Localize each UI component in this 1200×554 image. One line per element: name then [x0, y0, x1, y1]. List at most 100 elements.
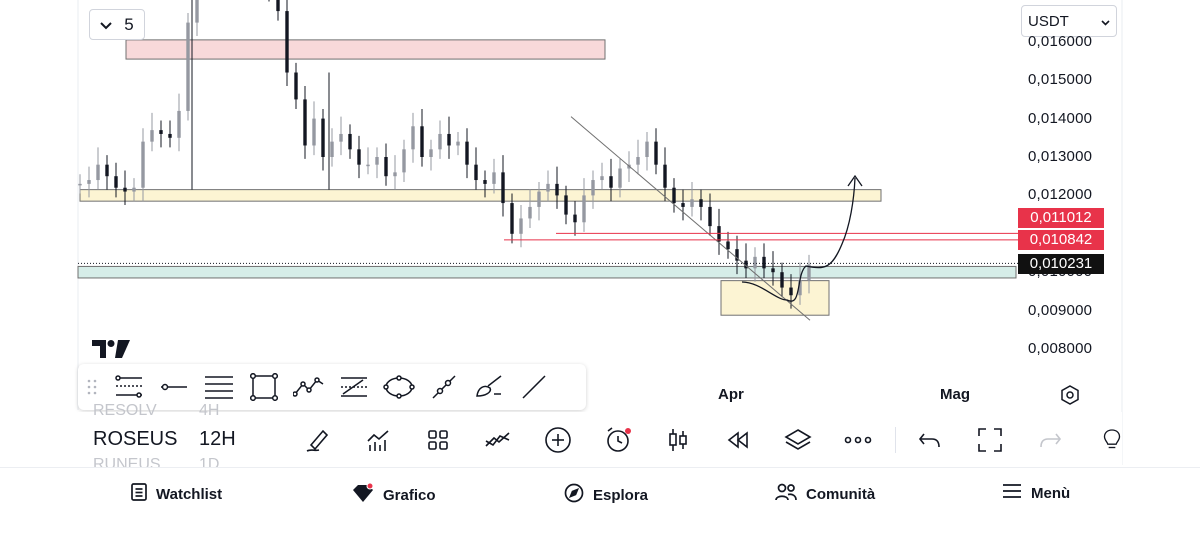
drawing-tools-icon[interactable] [303, 425, 333, 455]
candle-body [555, 183, 559, 196]
alert-clock-icon[interactable] [603, 425, 633, 455]
symbol-name[interactable]: ROSEUS [93, 428, 178, 450]
candle-body [753, 256, 757, 269]
candle-body [600, 176, 604, 181]
compass-icon [564, 483, 584, 507]
nav-watchlist[interactable]: Watchlist [131, 483, 222, 505]
nav-explore-label: Esplora [593, 486, 649, 504]
candle-body [384, 157, 388, 177]
candle-body [78, 183, 82, 186]
support-zone [79, 189, 882, 202]
candle-body [735, 249, 739, 261]
candle-body [708, 206, 712, 227]
trend-angle-icon[interactable] [421, 364, 466, 410]
candle-body [150, 130, 154, 142]
fib-retracement-icon[interactable] [106, 364, 151, 410]
brush-icon[interactable] [466, 364, 511, 410]
undo-icon[interactable] [915, 425, 945, 455]
y-tick-label: 0,016000 [1028, 32, 1093, 50]
candle-body [420, 126, 424, 157]
indicators-icon[interactable] [363, 425, 393, 455]
watchlist-icon [131, 483, 147, 505]
candle-body [177, 110, 181, 138]
trend-line-icon[interactable] [511, 364, 556, 410]
tradingview-logo [92, 340, 130, 363]
candle-body [357, 149, 361, 165]
candle-body [780, 272, 784, 288]
candle-body [528, 206, 532, 219]
candle-style-icon[interactable] [663, 425, 693, 455]
lightbulb-icon[interactable] [1102, 425, 1122, 455]
candle-body [330, 141, 334, 157]
candle-body [447, 133, 451, 146]
interval-label[interactable]: 12H [199, 428, 236, 450]
candle-body [492, 172, 496, 184]
candle-body [429, 149, 433, 157]
x-tick-mag: Mag [940, 386, 970, 403]
candle-body [726, 241, 730, 250]
candle-body [186, 22, 190, 111]
y-tick-label: 0,013000 [1028, 148, 1093, 165]
nav-watchlist-label: Watchlist [156, 485, 223, 503]
rectangle-icon[interactable] [241, 364, 286, 410]
candle-body [789, 287, 793, 296]
candle-body [519, 218, 523, 234]
redo-icon[interactable] [1035, 425, 1065, 455]
chevron-down-icon [1101, 13, 1110, 30]
candle-body [141, 141, 145, 188]
price-tag-level-1: 0,011012 [1018, 208, 1104, 228]
candle-body [312, 118, 316, 146]
candle-body [123, 187, 127, 192]
candle-body [159, 130, 163, 134]
candle-body [285, 11, 289, 73]
candle-body [303, 99, 307, 146]
candle-body [339, 133, 343, 142]
interval-selector-button[interactable]: 5 [89, 9, 145, 40]
bottom-navigation: Watchlist Grafico Esplora Comunità Menù [0, 467, 1200, 554]
projection-path [741, 177, 856, 302]
candle-body [609, 176, 613, 188]
path-icon[interactable] [286, 364, 331, 410]
interval-value: 5 [124, 14, 134, 34]
bottom-toolbar: RESOLV 4H ROSEUS 12H RUNEUS 1D [78, 402, 1122, 473]
candle-body [456, 141, 460, 146]
add-plus-icon[interactable] [543, 425, 573, 455]
candle-body [762, 256, 766, 269]
nav-menu[interactable]: Menù [1002, 483, 1070, 503]
chart-diamond-icon [352, 482, 374, 507]
nav-chart[interactable]: Grafico [352, 482, 436, 507]
descending-trendline [570, 116, 811, 321]
fib-channel-icon[interactable] [331, 364, 376, 410]
candle-body [294, 72, 298, 100]
nav-menu-label: Menù [1031, 484, 1071, 502]
nav-community[interactable]: Comunità [775, 483, 875, 505]
candle-body [771, 268, 775, 273]
horizontal-ray-icon[interactable] [151, 364, 196, 410]
chevron-down-icon [100, 15, 112, 35]
candle-body [798, 279, 802, 296]
layout-grid-icon[interactable] [423, 425, 453, 455]
candle-body [168, 133, 172, 138]
compare-icon[interactable] [483, 425, 513, 455]
drag-handle-icon[interactable] [78, 364, 106, 410]
layers-icon[interactable] [783, 425, 813, 455]
fullscreen-icon[interactable] [975, 425, 1005, 455]
currency-select[interactable]: USDT [1021, 5, 1117, 37]
candle-body [618, 168, 622, 188]
nav-explore[interactable]: Esplora [564, 483, 648, 507]
watchlist-symbol-above[interactable]: RESOLV [93, 402, 157, 419]
candle-body [195, 0, 199, 23]
candle-body [645, 141, 649, 157]
candle-body [96, 164, 100, 181]
parallel-channel-icon[interactable] [196, 364, 241, 410]
chart-settings-icon[interactable] [1059, 384, 1081, 411]
candle-body [393, 172, 397, 177]
candle-body [276, 0, 280, 12]
more-icon[interactable] [843, 425, 873, 455]
x-tick-apr: Apr [718, 386, 744, 403]
replay-icon[interactable] [723, 425, 753, 455]
current-price-tag: 0,010231 [1018, 254, 1104, 274]
ellipse-icon[interactable] [376, 364, 421, 410]
candle-body [465, 141, 469, 165]
